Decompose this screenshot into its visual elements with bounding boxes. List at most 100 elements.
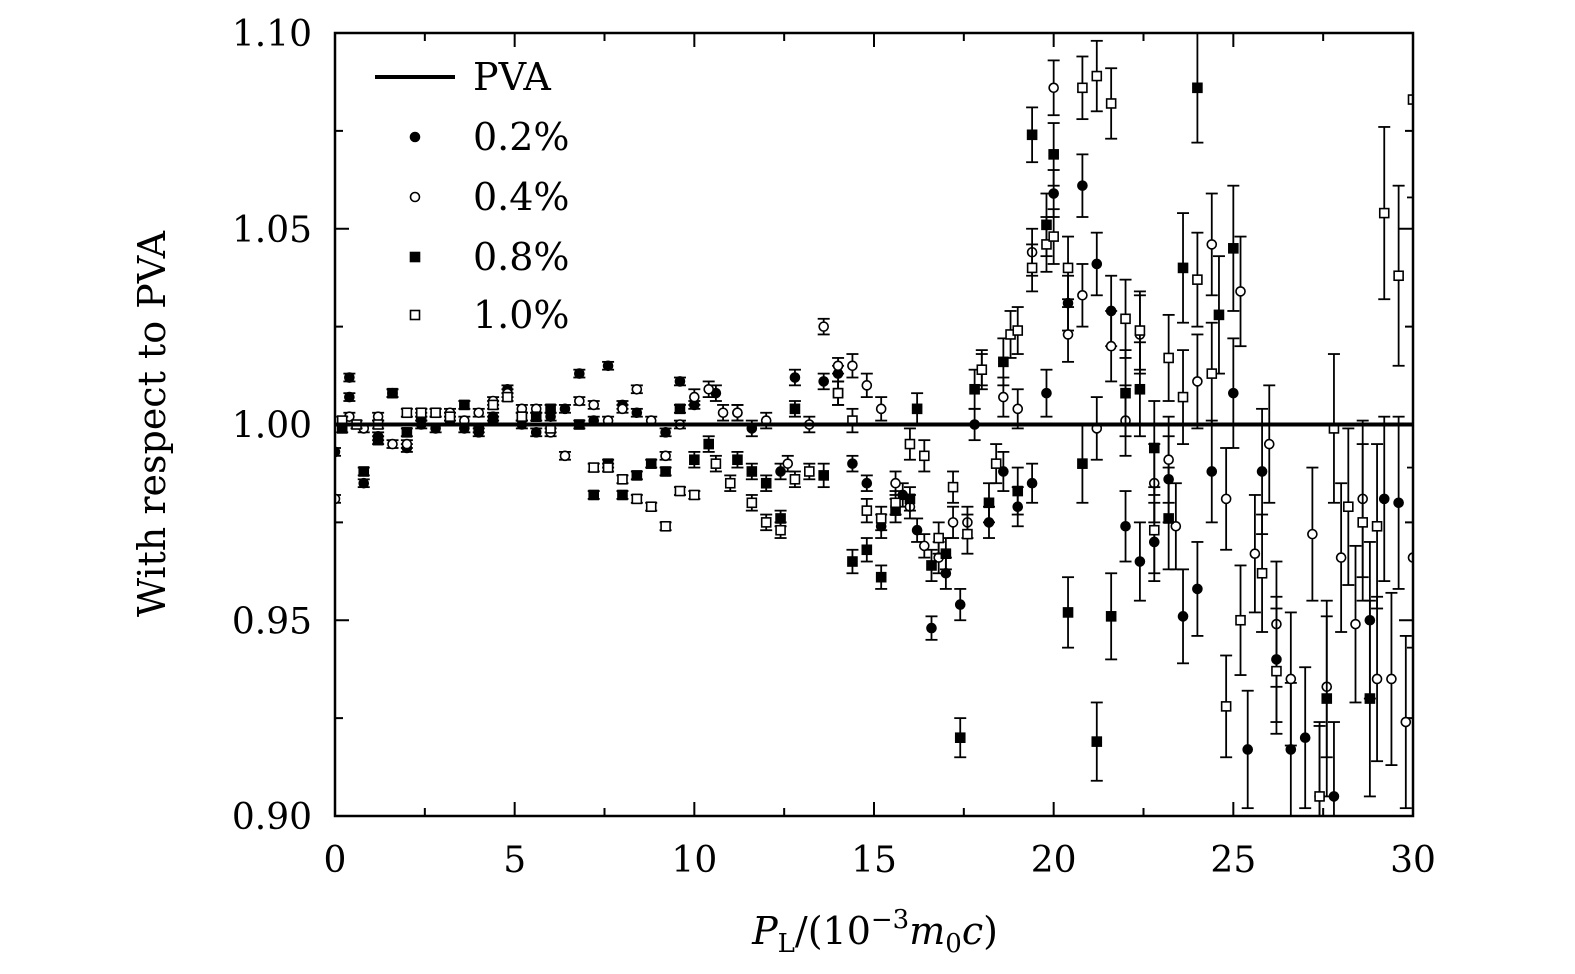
data-marker-open-square	[1206, 368, 1218, 379]
data-marker-filled-square	[1163, 513, 1174, 524]
y-tick-label: 0.90	[232, 797, 312, 838]
series-04	[335, 59, 1413, 810]
data-marker-open-circle	[1335, 552, 1347, 563]
data-marker-open-circle	[1249, 548, 1261, 559]
legend: PVA 0.2% 0.4% 0.8% 1.0%	[375, 55, 570, 337]
data-marker-open-square	[1041, 239, 1052, 250]
data-marker-filled-circle	[861, 477, 873, 489]
y-axis-label: With respect to PVA	[130, 230, 174, 617]
data-marker-filled-square	[530, 411, 542, 422]
x-axis-label: PL/(10−3m0c)	[751, 905, 998, 959]
x-tick-label: 30	[1390, 840, 1436, 881]
data-marker-open-circle	[1350, 618, 1361, 630]
data-marker-open-square	[401, 407, 413, 419]
data-marker-filled-square	[760, 477, 772, 489]
data-marker-open-circle	[847, 360, 858, 372]
data-marker-filled-square	[674, 403, 686, 415]
data-marker-open-square	[1148, 524, 1160, 536]
data-marker-filled-square	[998, 356, 1009, 368]
data-marker-open-circle	[1012, 403, 1024, 415]
data-marker-filled-square	[1134, 383, 1146, 395]
data-marker-filled-circle	[954, 599, 966, 610]
data-marker-open-square	[415, 407, 427, 419]
data-marker-open-circle	[574, 395, 585, 407]
data-points	[335, 33, 1413, 816]
data-marker-open-square	[1134, 325, 1146, 336]
data-marker-open-circle	[617, 403, 628, 415]
y-tick-label: 0.95	[232, 601, 312, 642]
data-marker-filled-circle	[926, 622, 937, 634]
data-marker-open-circle	[401, 438, 413, 450]
data-marker-open-circle	[1386, 673, 1397, 685]
y-tick-label: 1.05	[232, 210, 312, 251]
data-marker-open-square	[832, 387, 844, 399]
data-marker-filled-circle	[344, 391, 355, 403]
data-marker-filled-square	[746, 466, 758, 477]
data-marker-open-square	[689, 489, 700, 501]
data-marker-filled-square	[1091, 736, 1103, 747]
data-marker-filled-circle	[1041, 387, 1052, 399]
data-marker-open-square	[588, 462, 600, 473]
data-marker-open-square	[1026, 262, 1038, 274]
data-marker-open-square	[444, 411, 456, 422]
data-marker-filled-square	[954, 732, 966, 744]
data-marker-filled-square	[1077, 458, 1088, 469]
data-marker-open-square	[1091, 70, 1103, 82]
data-marker-open-circle	[1048, 82, 1059, 94]
data-marker-filled-circle	[530, 427, 542, 438]
data-marker-open-circle	[1263, 438, 1275, 450]
data-marker-filled-square	[631, 470, 643, 481]
data-marker-open-square	[804, 466, 815, 477]
data-marker-filled-circle	[674, 376, 686, 387]
data-marker-filled-square	[645, 458, 657, 469]
data-marker-open-square	[409, 309, 421, 321]
data-marker-open-square	[1271, 665, 1282, 677]
data-marker-filled-square	[387, 387, 398, 399]
data-marker-open-circle	[919, 540, 930, 552]
series-10	[336, 33, 1413, 816]
data-marker-open-square	[933, 532, 944, 544]
x-axis-label-part: c	[962, 909, 983, 953]
x-tick-label: 5	[503, 840, 526, 881]
data-marker-filled-circle	[660, 427, 671, 438]
data-marker-filled-square	[1012, 485, 1024, 497]
data-marker-open-square	[1062, 262, 1074, 274]
data-marker-open-square	[1077, 82, 1088, 94]
legend-label: 0.4%	[473, 175, 570, 219]
data-marker-open-circle	[717, 407, 729, 419]
data-marker-filled-square	[789, 403, 801, 415]
data-marker-open-square	[1407, 94, 1413, 105]
data-marker-filled-circle	[1256, 466, 1268, 477]
data-marker-filled-square	[1148, 442, 1160, 454]
data-marker-open-circle	[832, 360, 844, 372]
data-marker-open-circle	[1105, 340, 1117, 352]
data-marker-open-square	[660, 520, 671, 532]
data-marker-open-square	[1177, 391, 1189, 403]
data-marker-open-circle	[473, 407, 485, 419]
data-marker-filled-square	[703, 438, 715, 450]
data-marker-filled-square	[847, 556, 858, 567]
data-marker-open-square	[710, 458, 722, 469]
data-marker-filled-circle	[358, 477, 370, 489]
data-marker-open-circle	[1400, 716, 1412, 728]
legend-label: 0.2%	[473, 115, 570, 159]
data-marker-open-square	[875, 513, 887, 524]
data-marker-open-square	[1012, 325, 1024, 336]
data-marker-open-circle	[387, 438, 398, 450]
data-marker-filled-square	[732, 454, 743, 466]
x-axis-label-part: 0	[945, 929, 962, 959]
data-marker-filled-square	[689, 454, 700, 466]
data-marker-open-circle	[732, 407, 743, 419]
data-marker-open-circle	[588, 399, 600, 411]
data-marker-open-square	[1048, 231, 1059, 242]
x-tick-label: 20	[1031, 840, 1077, 881]
data-marker-open-square	[775, 524, 786, 536]
data-marker-filled-square	[1177, 262, 1189, 274]
data-marker-filled-circle	[1378, 493, 1390, 505]
data-marker-open-circle	[559, 450, 571, 462]
data-marker-open-square	[1357, 517, 1368, 528]
data-marker-open-square	[1256, 567, 1268, 579]
data-marker-open-circle	[1192, 376, 1203, 387]
data-marker-filled-square	[818, 470, 829, 481]
data-marker-open-circle	[890, 477, 901, 489]
